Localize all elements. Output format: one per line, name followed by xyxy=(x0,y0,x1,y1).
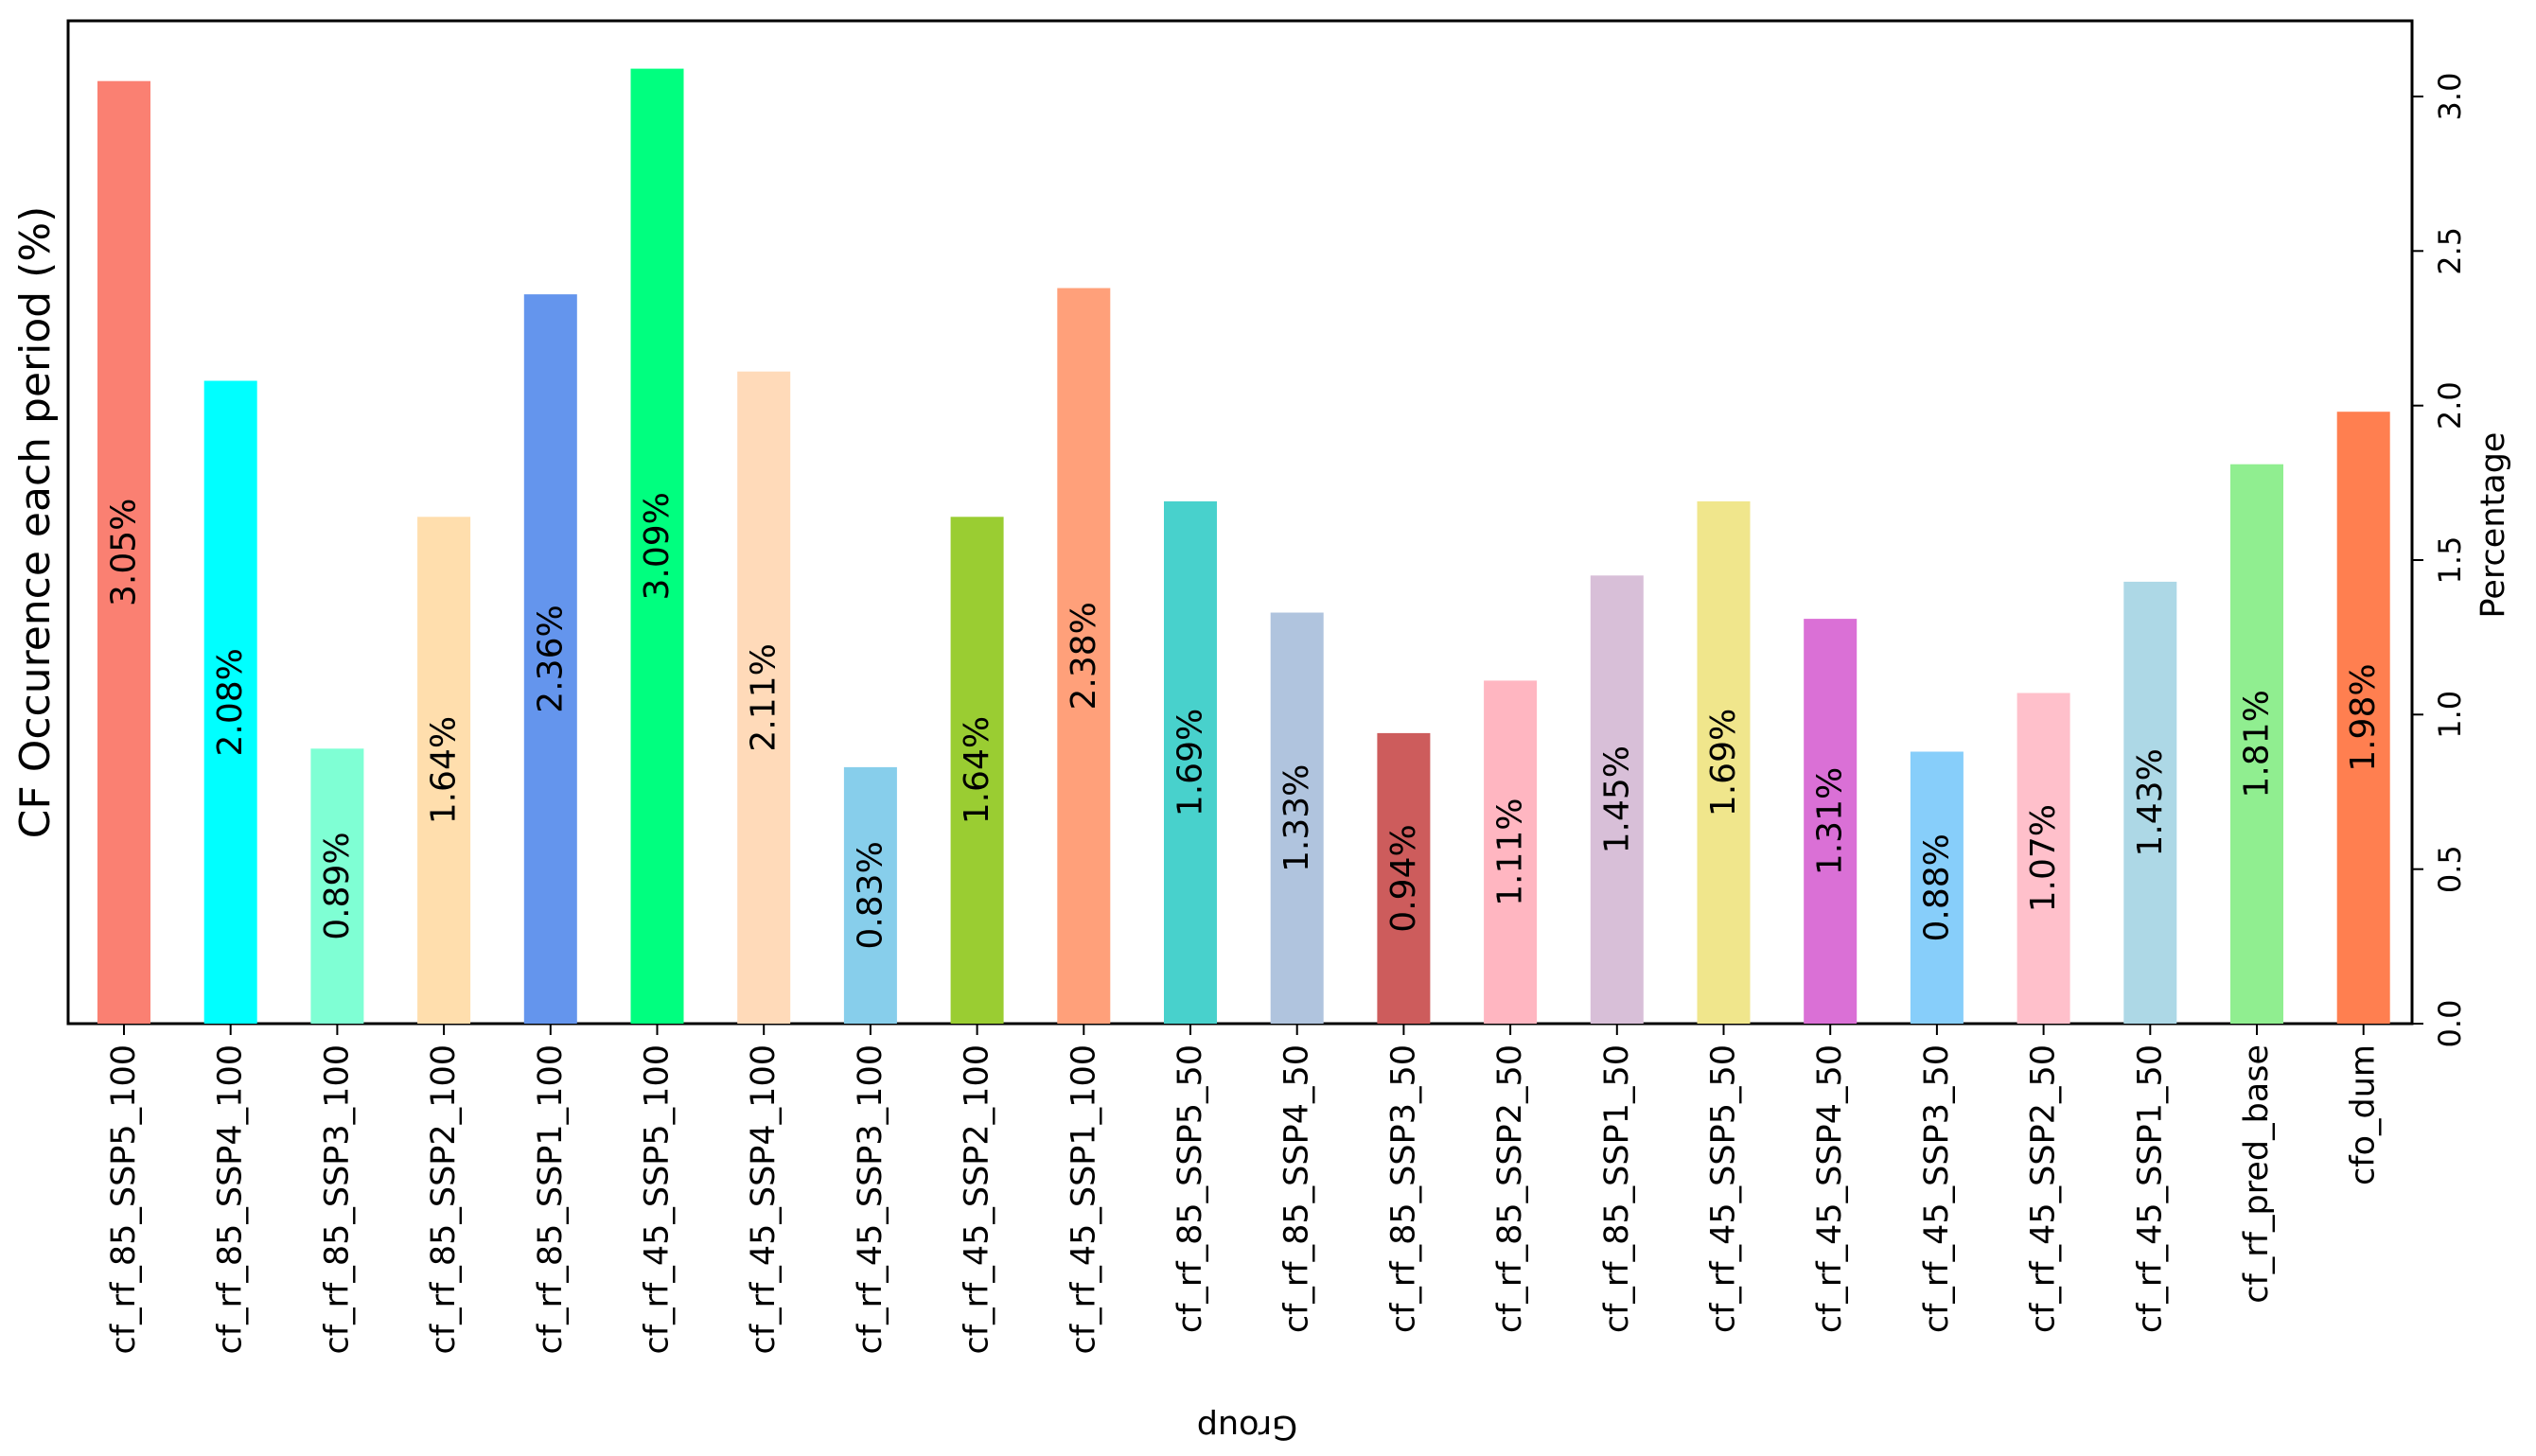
data-label-cf_rf_45_SSP1_100: 2.38% xyxy=(1065,602,1103,710)
bar-cf_rf_85_SSP3_100 xyxy=(310,748,364,1024)
y-axis-label: CF Occurence each period (%) xyxy=(11,206,60,839)
x-tick-label: cf_rf_45_SSP3_50 xyxy=(1918,1044,1956,1333)
bar-cf_rf_45_SSP1_100 xyxy=(1057,288,1111,1024)
bar-cf_rf_45_SSP2_50 xyxy=(2016,693,2070,1024)
data-label-cf_rf_45_SSP5_100: 3.09% xyxy=(638,492,677,600)
data-label-cf_rf_pred_base: 1.81% xyxy=(2238,690,2277,798)
data-label-cf_rf_45_SSP4_100: 2.11% xyxy=(745,643,784,751)
x-tick-label: cf_rf_85_SSP1_100 xyxy=(532,1044,570,1354)
y-axis-label-right: Percentage xyxy=(2474,432,2512,619)
data-label-cf_rf_45_SSP4_50: 1.31% xyxy=(1811,767,1850,875)
bar-cf_rf_85_SSP1_100 xyxy=(523,294,577,1025)
y-tick-label: 0.0 xyxy=(2432,1000,2468,1048)
x-tick-label: cf_rf_85_SSP2_50 xyxy=(1491,1044,1529,1333)
data-label-cf_rf_85_SSP4_50: 1.33% xyxy=(1277,764,1316,872)
x-tick-label: cf_rf_85_SSP5_100 xyxy=(105,1044,143,1354)
bars-group xyxy=(97,68,2390,1025)
data-label-cf_rf_85_SSP2_50: 1.11% xyxy=(1491,798,1530,906)
bar-cf_rf_85_SSP2_50 xyxy=(1484,680,1538,1024)
bar-cf_rf_45_SSP4_50 xyxy=(1804,619,1858,1024)
data-label-cf_rf_85_SSP3_50: 0.94% xyxy=(1384,824,1423,932)
bar-cf_rf_45_SSP1_50 xyxy=(2123,581,2177,1024)
bar-cf_rf_85_SSP3_50 xyxy=(1377,732,1431,1024)
x-tick-label: cf_rf_85_SSP3_100 xyxy=(318,1044,356,1354)
bar-cf_rf_45_SSP5_50 xyxy=(1697,500,1751,1024)
bar-cf_rf_45_SSP2_100 xyxy=(950,517,1004,1024)
data-label-cf_rf_85_SSP5_100: 3.05% xyxy=(105,499,144,606)
data-label-cf_rf_85_SSP5_50: 1.69% xyxy=(1171,709,1210,816)
y-tick-label: 3.0 xyxy=(2432,73,2468,121)
bar-cf_rf_85_SSP5_100 xyxy=(97,80,150,1024)
x-ticks-group: cf_rf_85_SSP5_100 cf_rf_85_SSP4_100 cf_rf_… xyxy=(105,1024,2383,1354)
y-tick-label: 1.5 xyxy=(2432,536,2468,585)
bar-cf_rf_85_SSP1_50 xyxy=(1590,575,1644,1024)
data-label-cf_rf_85_SSP1_100: 2.36% xyxy=(531,605,570,712)
x-tick-label: cf_rf_85_SSP2_100 xyxy=(425,1044,463,1354)
y-ticks-group: 0.0 0.5 1.0 1.5 2.0 2.5 3.0 xyxy=(2412,73,2468,1048)
bar-cf_rf_85_SSP5_50 xyxy=(1164,500,1217,1024)
data-label-cf_rf_45_SSP3_50: 0.88% xyxy=(1917,833,1956,941)
data-label-cf_rf_85_SSP4_100: 2.08% xyxy=(211,648,250,756)
x-tick-label: cf_rf_pred_base xyxy=(2238,1044,2276,1304)
data-label-cfo_dum: 1.98% xyxy=(2344,663,2383,771)
y-tick-label: 1.0 xyxy=(2432,691,2468,739)
data-label-cf_rf_85_SSP3_100: 0.89% xyxy=(318,832,357,939)
bar-cfo_dum xyxy=(2336,412,2390,1024)
data-labels-group: 3.05% 2.08% 0.89% 1.64% 2.36% 3.09% 2.11% 0.83%… xyxy=(105,492,2384,949)
data-label-cf_rf_45_SSP1_50: 1.43% xyxy=(2131,748,2170,856)
y-tick-label: 0.5 xyxy=(2432,845,2468,893)
data-label-cf_rf_85_SSP2_100: 1.64% xyxy=(425,716,464,824)
bar-cf_rf_85_SSP4_100 xyxy=(203,380,257,1024)
x-axis-label: Group xyxy=(1197,1408,1298,1446)
x-tick-label: cf_rf_45_SSP1_100 xyxy=(1065,1044,1102,1354)
x-tick-label: cf_rf_45_SSP5_100 xyxy=(639,1044,677,1354)
data-label-cf_rf_45_SSP3_100: 0.83% xyxy=(851,841,889,949)
x-tick-label: cf_rf_45_SSP3_100 xyxy=(852,1044,889,1354)
data-label-cf_rf_45_SSP5_50: 1.69% xyxy=(1704,709,1743,816)
x-tick-label: cf_rf_85_SSP5_50 xyxy=(1171,1044,1209,1333)
bar-cf_rf_45_SSP4_100 xyxy=(737,371,791,1024)
x-tick-label: cf_rf_45_SSP1_50 xyxy=(2131,1044,2169,1333)
x-tick-label: cf_rf_45_SSP4_50 xyxy=(1811,1044,1849,1333)
x-tick-label: cf_rf_85_SSP4_50 xyxy=(1278,1044,1316,1333)
bar-cf_rf_85_SSP4_50 xyxy=(1270,612,1324,1024)
x-tick-label: cf_rf_85_SSP4_100 xyxy=(212,1044,250,1354)
data-label-cf_rf_45_SSP2_50: 1.07% xyxy=(2024,804,2063,912)
x-tick-label: cf_rf_45_SSP4_100 xyxy=(745,1044,783,1354)
x-tick-label: cf_rf_45_SSP5_50 xyxy=(1705,1044,1743,1333)
data-label-cf_rf_45_SSP2_100: 1.64% xyxy=(958,716,996,824)
y-tick-label: 2.0 xyxy=(2432,381,2468,430)
data-label-cf_rf_85_SSP1_50: 1.45% xyxy=(1597,746,1636,853)
bar-cf_rf_85_SSP2_100 xyxy=(417,517,471,1024)
x-tick-label: cfo_dum xyxy=(2345,1044,2383,1185)
x-tick-label: cf_rf_45_SSP2_100 xyxy=(959,1044,996,1354)
x-tick-label: cf_rf_45_SSP2_50 xyxy=(2025,1044,2063,1333)
bar-cf_rf_45_SSP3_50 xyxy=(1910,751,1964,1024)
bar-cf_rf_pred_base xyxy=(2230,464,2283,1024)
x-tick-label: cf_rf_85_SSP3_50 xyxy=(1384,1044,1422,1333)
y-tick-label: 2.5 xyxy=(2432,227,2468,275)
bar-cf_rf_45_SSP3_100 xyxy=(843,766,897,1024)
bar-cf_rf_45_SSP5_100 xyxy=(630,68,684,1025)
x-tick-label: cf_rf_85_SSP1_50 xyxy=(1598,1044,1636,1333)
